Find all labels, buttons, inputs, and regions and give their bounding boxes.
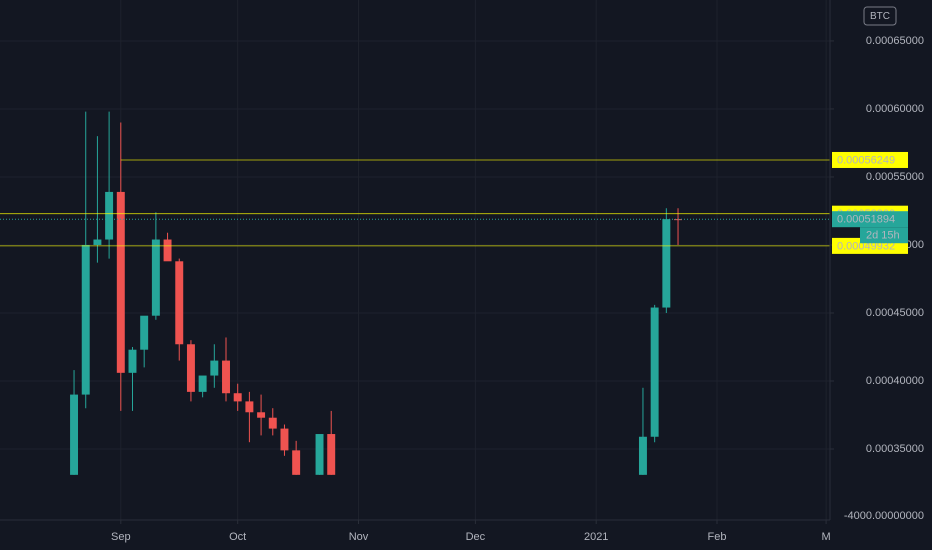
candle-body [280, 428, 289, 451]
y-tick-label: 0.00040000 [866, 375, 924, 387]
candle-body [81, 244, 90, 395]
level-label-box [832, 151, 908, 168]
candle-body [327, 434, 336, 475]
axis-layer: 0.000350000.000400000.000450000.00050000… [111, 35, 924, 543]
candle-body [70, 394, 79, 475]
candle-body [268, 417, 277, 429]
candle-body [257, 412, 266, 418]
candle-body [245, 401, 254, 413]
candle-body [140, 315, 149, 350]
level-label: 0.00049932 [837, 240, 895, 252]
countdown-label: 2d 15h [866, 230, 900, 242]
x-tick-label: Feb [708, 531, 727, 543]
y-tick-label: 0.00035000 [866, 443, 924, 455]
candle-body [175, 261, 184, 345]
current-price-label-box [832, 211, 908, 228]
x-tick-label: Sep [111, 531, 131, 543]
candle-body [650, 307, 659, 437]
currency-label: BTC [870, 11, 890, 22]
level-label: 0.00056249 [837, 154, 895, 166]
countdown-box [860, 227, 908, 244]
candle-body [128, 349, 137, 373]
y-tick-label: 0.00060000 [866, 103, 924, 115]
currency-box[interactable] [863, 6, 897, 26]
candle-body [638, 436, 647, 475]
candle-body [163, 239, 172, 262]
y-tick-label: 0.00065000 [866, 35, 924, 47]
y-tick-label: 0.00055000 [866, 171, 924, 183]
candle-body [93, 239, 102, 245]
price-axis-panel [830, 0, 932, 550]
candle-body [292, 450, 301, 475]
candle-body [662, 219, 671, 308]
volume-axis-label: -4000.00000000 [844, 510, 924, 522]
current-price-label: 0.00051894 [837, 214, 895, 226]
candle-body [222, 360, 230, 394]
candle-body [198, 375, 207, 392]
x-tick-label: Oct [229, 531, 246, 543]
x-tick-label: Nov [349, 531, 369, 543]
candle-body [105, 191, 114, 240]
x-tick-label: Dec [466, 531, 486, 543]
x-tick-label: 2021 [584, 531, 608, 543]
candle-body [233, 393, 242, 402]
grid-layer [0, 0, 830, 520]
candle-body [210, 360, 219, 376]
x-tick-label: M [822, 531, 831, 543]
y-tick-label: 0.00045000 [866, 307, 924, 319]
candle-body [315, 434, 324, 475]
candle-body [116, 191, 125, 373]
candle-body [151, 239, 160, 316]
candle-body [186, 344, 195, 392]
marks-layer [0, 111, 830, 475]
